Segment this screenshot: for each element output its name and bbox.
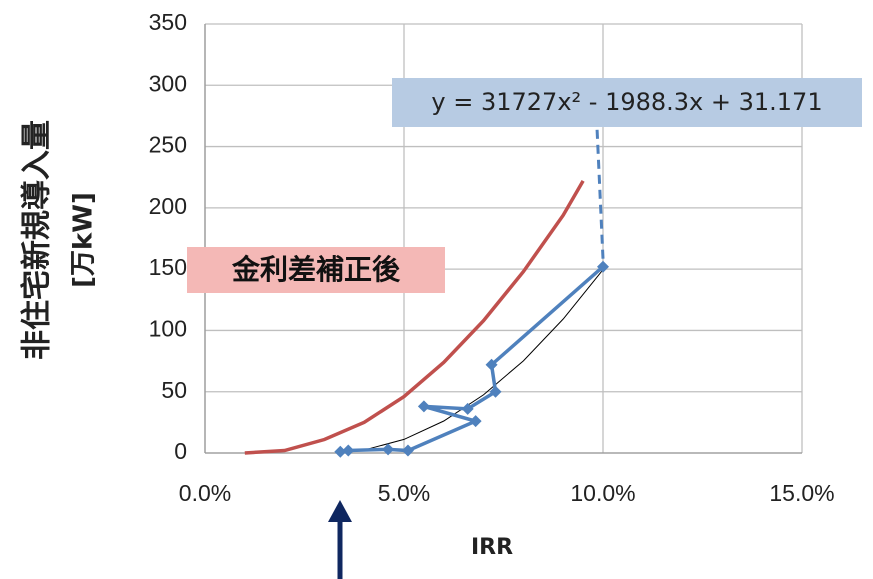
arrow-head [328, 500, 352, 522]
equation-box [392, 78, 862, 127]
series-line [244, 180, 585, 455]
trendline-equation: y = 31727x² - 1988.3x + 31.171 [431, 88, 822, 116]
data-point [597, 260, 609, 273]
data-point [469, 415, 482, 428]
y-tick-label: 250 [149, 132, 187, 158]
y-tick-label: 300 [149, 70, 187, 96]
data-point [342, 444, 355, 457]
series-label-box [187, 247, 445, 293]
data-point [417, 400, 430, 413]
y-tick-label: 200 [149, 193, 187, 219]
y-tick-label: 0 [174, 438, 187, 464]
data-point [401, 444, 414, 457]
data-point [461, 402, 474, 415]
x-axis-label: IRR [471, 535, 513, 560]
x-tick-label: 10.0% [570, 480, 635, 506]
y-tick-label: 100 [149, 316, 187, 342]
x-tick-label: 5.0% [378, 480, 430, 506]
y-axis-label: 非住宅新規導入量 [20, 120, 55, 360]
data-point [489, 385, 502, 398]
data-point [485, 358, 498, 371]
x-tick-label: 15.0% [769, 480, 834, 506]
data-point [382, 443, 395, 456]
data-point [334, 445, 347, 458]
series-label: 金利差補正後 [231, 253, 401, 286]
y-axis-unit: [万kW] [69, 192, 99, 288]
label-leader [595, 127, 605, 259]
y-tick-label: 150 [149, 254, 187, 280]
y-tick-label: 350 [149, 9, 187, 35]
y-tick-label: 50 [161, 377, 187, 403]
series-line [340, 265, 605, 454]
x-tick-label: 0.0% [179, 480, 231, 506]
